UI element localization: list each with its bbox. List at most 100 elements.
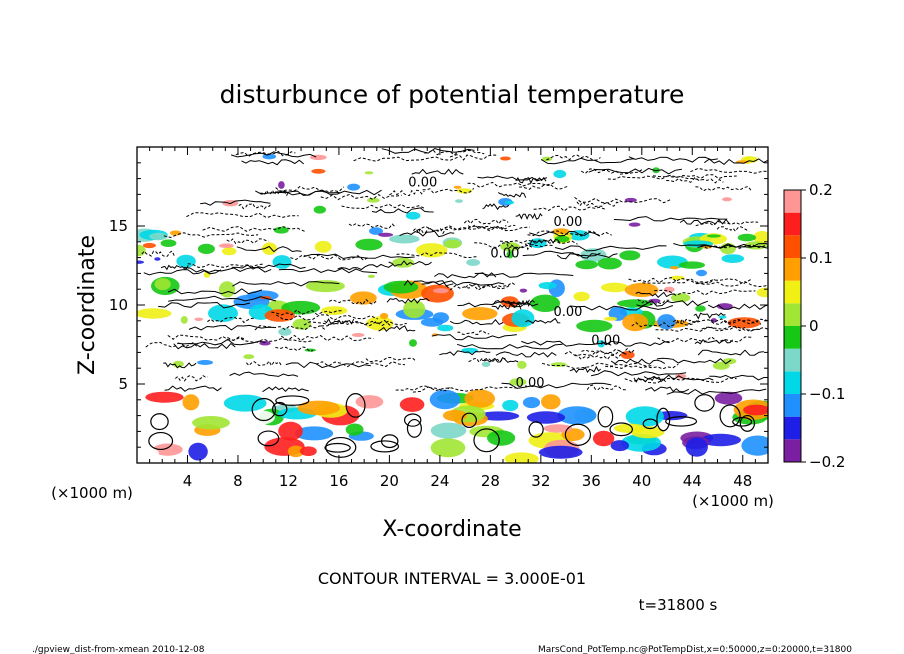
contour-loop	[257, 430, 280, 447]
contour-line	[679, 218, 730, 225]
color-blob	[706, 234, 721, 238]
contour-line	[241, 159, 305, 166]
contour-line	[673, 243, 768, 249]
color-blob	[409, 339, 417, 347]
contour-line	[499, 239, 578, 245]
contour-line	[541, 362, 654, 369]
x-tick-label: 12	[279, 472, 298, 490]
colorbar-swatch	[784, 212, 801, 236]
contour-label: 0.00	[516, 376, 545, 391]
contour-line	[399, 230, 455, 238]
contour-line	[163, 232, 259, 239]
color-blob	[350, 291, 377, 305]
color-blob	[657, 314, 676, 330]
contour-line	[324, 318, 355, 325]
x-tick-label: 24	[430, 472, 449, 490]
contour-line	[229, 371, 299, 377]
color-blob	[685, 437, 708, 457]
contour-label: 0.00	[554, 215, 583, 230]
color-blob	[502, 399, 519, 412]
color-blob	[695, 305, 706, 312]
color-blob	[600, 282, 629, 293]
contour-line	[422, 188, 475, 194]
color-blob	[718, 315, 727, 319]
color-blob	[347, 183, 360, 191]
colorbar-tick-label: 0.1	[809, 249, 833, 267]
contour-line	[468, 357, 506, 363]
x-tick-label: 28	[481, 472, 500, 490]
contour-line	[716, 226, 750, 233]
contour-loop	[325, 436, 357, 458]
color-blob	[300, 446, 317, 457]
contour-line	[141, 250, 175, 258]
contour-line	[278, 267, 378, 274]
contour-line	[421, 280, 505, 286]
contour-line	[145, 341, 198, 348]
contour-line	[644, 386, 690, 393]
contour-line	[654, 289, 756, 296]
contour-line	[275, 314, 378, 321]
color-blob	[499, 156, 511, 161]
color-blob	[504, 200, 515, 205]
color-blob	[619, 250, 641, 261]
contour-line	[412, 386, 520, 393]
color-blob	[506, 250, 514, 259]
color-blob	[355, 238, 383, 251]
color-blob	[243, 354, 255, 360]
contour-loop	[345, 393, 366, 418]
color-blob	[367, 274, 375, 278]
contour-line	[444, 225, 507, 231]
colorbar-swatch	[784, 235, 801, 258]
contour-line	[696, 280, 768, 288]
color-blob	[509, 378, 527, 386]
color-blob	[500, 242, 520, 252]
contour-line	[236, 245, 302, 253]
contour-line	[388, 260, 432, 267]
contour-line	[232, 281, 340, 287]
contour-line	[581, 347, 636, 355]
color-blob	[554, 235, 570, 243]
contour-line	[337, 263, 393, 271]
color-blob	[538, 282, 557, 290]
color-blob	[442, 409, 467, 422]
contour-line	[564, 350, 629, 356]
x-axis: 4 8 12 16 20 24 28 32 36 40 44 48	[149, 147, 756, 490]
contour-line	[378, 325, 416, 332]
color-blob	[622, 313, 649, 332]
color-blob	[420, 317, 444, 327]
color-blob	[389, 234, 420, 244]
contour-line	[396, 251, 477, 259]
contour-line	[529, 230, 600, 237]
x-tick-label: 8	[233, 472, 243, 490]
color-blob	[218, 243, 234, 248]
color-blob	[311, 168, 326, 174]
contour-line	[695, 185, 753, 192]
color-blob	[557, 406, 597, 425]
x-tick-label: 16	[329, 472, 348, 490]
y-tick-label: 10	[109, 296, 128, 314]
color-blob	[625, 406, 664, 427]
contour-line	[238, 202, 272, 210]
color-blob	[462, 307, 498, 321]
contour-loop	[739, 414, 756, 432]
color-blob	[180, 316, 188, 324]
contour-line	[497, 192, 527, 198]
color-blob	[192, 416, 230, 430]
contour-line	[275, 185, 345, 193]
contour-loop	[694, 394, 715, 412]
contour-line	[271, 309, 343, 316]
color-blob	[247, 410, 275, 425]
contour-line	[695, 220, 759, 227]
contour-labels: 0.00 0.00 0.00 0.00 0.00 0.00	[408, 176, 620, 392]
color-blob	[624, 197, 637, 203]
contour-line	[495, 351, 557, 358]
contour-loop	[597, 406, 614, 428]
color-blob	[278, 421, 303, 441]
color-blob	[197, 243, 215, 254]
contour-loop	[403, 413, 422, 427]
contour-line	[588, 167, 682, 175]
color-blob	[741, 435, 768, 456]
color-blob	[421, 284, 454, 303]
color-blob	[530, 294, 560, 312]
